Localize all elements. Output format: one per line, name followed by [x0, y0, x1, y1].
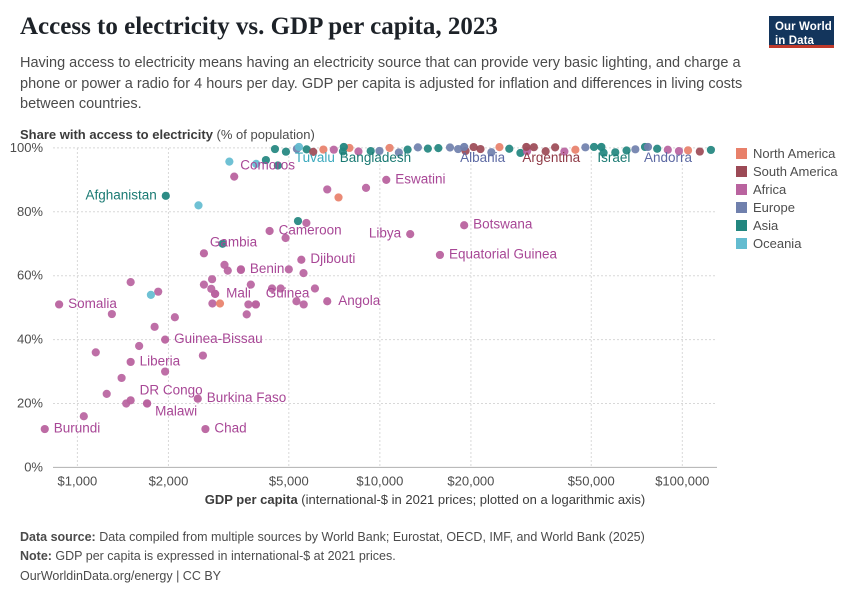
svg-text:Albania: Albania [460, 150, 506, 165]
svg-text:Gambia: Gambia [210, 234, 258, 249]
svg-text:DR Congo: DR Congo [140, 382, 203, 397]
svg-text:40%: 40% [17, 332, 43, 347]
svg-text:$10,000: $10,000 [356, 473, 403, 488]
svg-text:Libya: Libya [369, 226, 402, 241]
svg-text:Malawi: Malawi [155, 404, 197, 419]
svg-text:Bangladesh: Bangladesh [340, 150, 411, 165]
svg-text:Guinea-Bissau: Guinea-Bissau [174, 331, 263, 346]
svg-text:$5,000: $5,000 [269, 473, 309, 488]
svg-text:Burundi: Burundi [54, 421, 101, 436]
svg-text:Botswana: Botswana [473, 217, 533, 232]
svg-text:20%: 20% [17, 396, 43, 411]
svg-text:Benin: Benin [250, 261, 285, 276]
svg-text:$1,000: $1,000 [58, 473, 98, 488]
svg-text:Afghanistan: Afghanistan [85, 187, 156, 202]
svg-text:Somalia: Somalia [68, 296, 117, 311]
svg-text:$100,000: $100,000 [655, 473, 709, 488]
svg-text:Eswatini: Eswatini [395, 171, 445, 186]
svg-text:80%: 80% [17, 204, 43, 219]
svg-text:Guinea: Guinea [266, 285, 310, 300]
svg-text:0%: 0% [24, 459, 43, 474]
svg-text:100%: 100% [10, 140, 44, 155]
svg-text:Cameroon: Cameroon [279, 222, 342, 237]
svg-text:$2,000: $2,000 [149, 473, 189, 488]
svg-text:Angola: Angola [338, 293, 381, 308]
svg-text:$20,000: $20,000 [447, 473, 494, 488]
svg-text:Equatorial Guinea: Equatorial Guinea [449, 246, 558, 261]
svg-text:60%: 60% [17, 268, 43, 283]
svg-text:Mali: Mali [226, 285, 251, 300]
svg-text:Burkina Faso: Burkina Faso [207, 390, 287, 405]
svg-text:Argentina: Argentina [522, 150, 580, 165]
svg-text:Israel: Israel [597, 150, 630, 165]
svg-text:Chad: Chad [214, 421, 246, 436]
svg-text:Tuvalu: Tuvalu [295, 150, 335, 165]
svg-text:$50,000: $50,000 [568, 473, 615, 488]
svg-text:Andorra: Andorra [644, 150, 693, 165]
svg-text:Comoros: Comoros [240, 158, 295, 173]
svg-text:Djibouti: Djibouti [310, 251, 355, 266]
svg-text:Liberia: Liberia [140, 353, 181, 368]
